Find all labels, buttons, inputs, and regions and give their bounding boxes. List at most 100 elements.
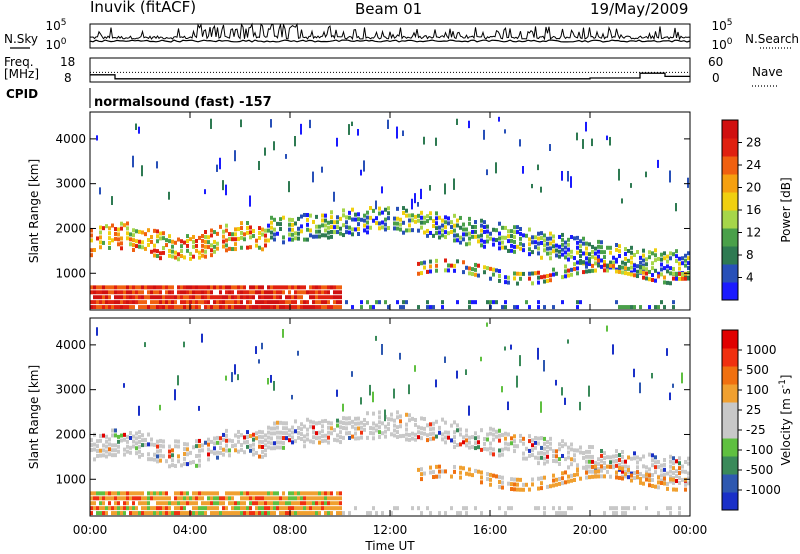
power-cell: [120, 295, 123, 300]
power-cell: [549, 241, 552, 246]
velocity-cell: [132, 511, 135, 516]
power-cell: [672, 266, 675, 271]
velocity-cell: [555, 482, 558, 487]
power-cell: [570, 249, 573, 254]
power-cell: [543, 248, 546, 253]
power-cell: [132, 228, 135, 233]
velocity-cell: [486, 472, 489, 477]
velocity-cell: [513, 444, 516, 449]
velocity-cell: [330, 511, 333, 516]
velocity-cell: [504, 436, 507, 441]
velocity-colorbar-swatch: [722, 402, 738, 421]
velocity-cell: [318, 511, 321, 516]
power-cell: [249, 230, 252, 235]
power-cell: [306, 237, 309, 242]
velocity-cell: [513, 482, 516, 487]
power-cell: [183, 300, 186, 305]
velocity-cell: [108, 501, 111, 506]
velocity-cell: [645, 470, 648, 475]
power-cell: [645, 271, 648, 276]
velocity-cell: [162, 444, 165, 449]
power-cell: [138, 305, 141, 310]
power-cell: [180, 239, 183, 244]
velocity-cell: [564, 480, 567, 485]
power-cell: [219, 224, 222, 229]
velocity-cell: [120, 491, 123, 496]
velocity-cell: [288, 501, 291, 506]
power-cell: [132, 295, 135, 300]
velocity-cell: [174, 511, 177, 516]
velocity-cell: [117, 449, 120, 454]
power-cell: [198, 235, 201, 240]
velocity-cell: [276, 496, 279, 501]
velocity-cell: [312, 496, 315, 501]
power-cell: [132, 247, 135, 252]
power-cell: [558, 244, 561, 249]
power-cell: [339, 290, 342, 295]
velocity-cell: [468, 405, 470, 416]
power-cell: [507, 248, 510, 253]
velocity-cell: [138, 444, 141, 449]
power-cell: [633, 305, 636, 310]
velocity-cell: [528, 453, 531, 458]
power-cell: [633, 252, 636, 257]
power-cell: [297, 226, 300, 231]
velocity-cell: [414, 432, 417, 437]
velocity-cell: [249, 496, 252, 501]
power-cell: [141, 290, 144, 295]
power-cell: [330, 229, 333, 234]
velocity-cell: [627, 455, 630, 460]
power-cell: [291, 285, 294, 290]
power-cell: [327, 290, 330, 295]
power-cell: [318, 285, 321, 290]
power-cell: [468, 266, 471, 271]
velocity-cell: [687, 456, 690, 461]
velocity-cell: [306, 432, 309, 437]
power-cell: [276, 300, 279, 305]
velocity-cell: [282, 440, 285, 445]
velocity-cell: [462, 440, 465, 445]
velocity-cell: [438, 474, 441, 479]
velocity-cell: [114, 453, 117, 458]
power-cell: [528, 242, 531, 247]
power-cell: [672, 252, 675, 257]
velocity-cell: [420, 477, 423, 482]
velocity-cell: [552, 478, 555, 483]
velocity-cell: [252, 447, 255, 452]
velocity-cell: [543, 506, 546, 511]
velocity-cell: [678, 475, 681, 480]
velocity-cell: [195, 511, 198, 516]
power-cell: [531, 250, 534, 255]
velocity-cell: [540, 455, 543, 460]
velocity-cell: [288, 491, 291, 496]
velocity-cell: [507, 432, 510, 437]
velocity-cell: [642, 464, 645, 469]
power-cell: [462, 232, 465, 237]
power-cell: [171, 295, 174, 300]
power-cell: [363, 228, 366, 233]
velocity-cell: [567, 479, 570, 484]
power-cell: [408, 228, 411, 233]
power-cell: [117, 305, 120, 310]
velocity-cell: [114, 511, 117, 516]
velocity-cell: [546, 444, 549, 449]
power-cell: [486, 224, 489, 229]
power-cell: [654, 278, 657, 283]
velocity-cell: [651, 463, 654, 468]
power-cell: [591, 249, 594, 254]
power-cell: [612, 260, 615, 265]
velocity-cell: [111, 443, 114, 448]
power-cell: [132, 155, 134, 168]
velocity-cell: [459, 465, 462, 470]
power-cell: [417, 202, 419, 207]
power-cell: [327, 220, 330, 225]
velocity-cell: [123, 491, 126, 496]
velocity-cell: [204, 506, 207, 511]
velocity-cell: [354, 431, 357, 436]
power-cell: [270, 285, 273, 290]
power-cell: [444, 235, 447, 240]
power-cell: [450, 263, 453, 268]
power-cell: [402, 206, 405, 211]
velocity-cell: [519, 477, 522, 482]
power-colorbar-swatch: [722, 282, 738, 301]
